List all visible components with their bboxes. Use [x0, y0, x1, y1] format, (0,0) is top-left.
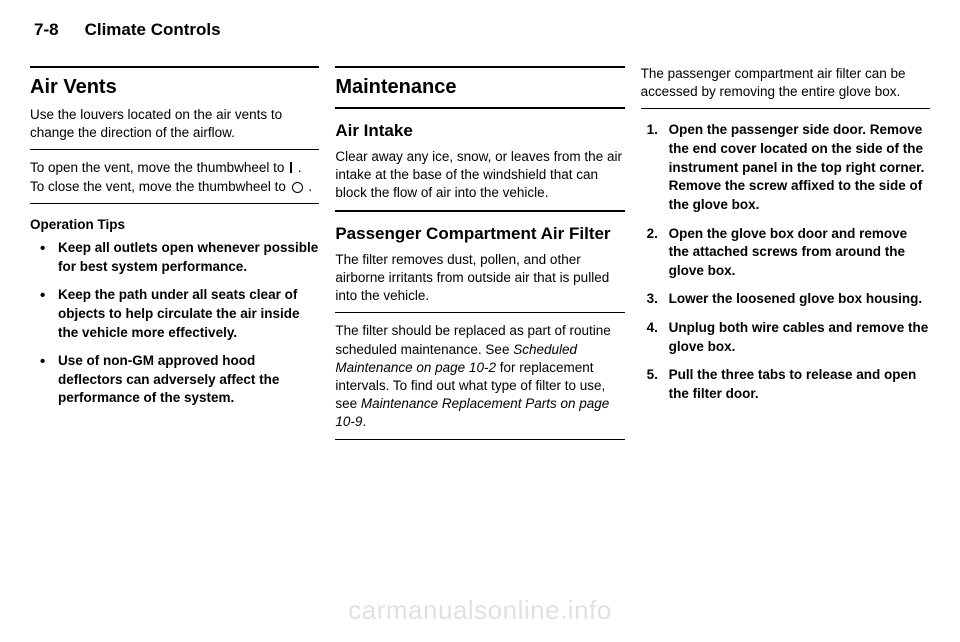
column-2: Maintenance Air Intake Clear away any ic…	[335, 62, 624, 446]
operation-tips-heading: Operation Tips	[30, 216, 319, 234]
rule	[335, 312, 624, 313]
section-title: Climate Controls	[85, 20, 221, 40]
text-fragment: To open the vent, move the thumbwheel to	[30, 160, 288, 175]
page-number: 7-8	[34, 20, 59, 40]
column-1: Air Vents Use the louvers located on the…	[30, 62, 319, 446]
air-intake-text: Clear away any ice, snow, or leaves from…	[335, 148, 624, 203]
maintenance-heading: Maintenance	[335, 76, 624, 99]
manual-page: 7-8 Climate Controls Air Vents Use the l…	[0, 0, 960, 466]
filter-desc-text: The filter removes dust, pollen, and oth…	[335, 251, 624, 306]
vent-open-close-text: To open the vent, move the thumbwheel to…	[30, 159, 319, 195]
air-vents-heading: Air Vents	[30, 76, 319, 99]
step-item: Open the passenger side door. Remove the…	[641, 121, 930, 214]
air-filter-heading: Passenger Compartment Air Filter	[335, 224, 624, 244]
text-fragment: .	[305, 179, 313, 194]
rule	[30, 203, 319, 204]
text-fragment: .	[362, 414, 366, 429]
open-vent-icon	[290, 162, 292, 173]
column-3: The passenger compartment air filter can…	[641, 62, 930, 446]
steps-list: Open the passenger side door. Remove the…	[641, 121, 930, 413]
rule	[335, 66, 624, 68]
step-item: Pull the three tabs to release and open …	[641, 366, 930, 403]
tip-item: Keep the path under all seats clear of o…	[30, 286, 319, 342]
air-vents-intro: Use the louvers located on the air vents…	[30, 106, 319, 142]
filter-access-text: The passenger compartment air filter can…	[641, 65, 930, 101]
rule	[641, 108, 930, 109]
tip-item: Use of non-GM approved hood deflectors c…	[30, 352, 319, 408]
step-item: Lower the loosened glove box housing.	[641, 290, 930, 309]
rule	[335, 210, 624, 212]
content-columns: Air Vents Use the louvers located on the…	[30, 62, 930, 446]
step-item: Unplug both wire cables and remove the g…	[641, 319, 930, 356]
close-vent-icon	[292, 182, 303, 193]
filter-replace-text: The filter should be replaced as part of…	[335, 322, 624, 431]
rule	[335, 439, 624, 440]
watermark-text: carmanualsonline.info	[0, 595, 960, 626]
xref-replacement-parts: Maintenance Replacement Parts on page 10…	[335, 396, 609, 429]
page-header: 7-8 Climate Controls	[34, 20, 930, 40]
rule	[335, 107, 624, 109]
rule	[30, 66, 319, 68]
step-item: Open the glove box door and remove the a…	[641, 225, 930, 281]
air-intake-heading: Air Intake	[335, 121, 624, 141]
rule	[30, 149, 319, 150]
tips-list: Keep all outlets open whenever possible …	[30, 239, 319, 418]
tip-item: Keep all outlets open whenever possible …	[30, 239, 319, 276]
